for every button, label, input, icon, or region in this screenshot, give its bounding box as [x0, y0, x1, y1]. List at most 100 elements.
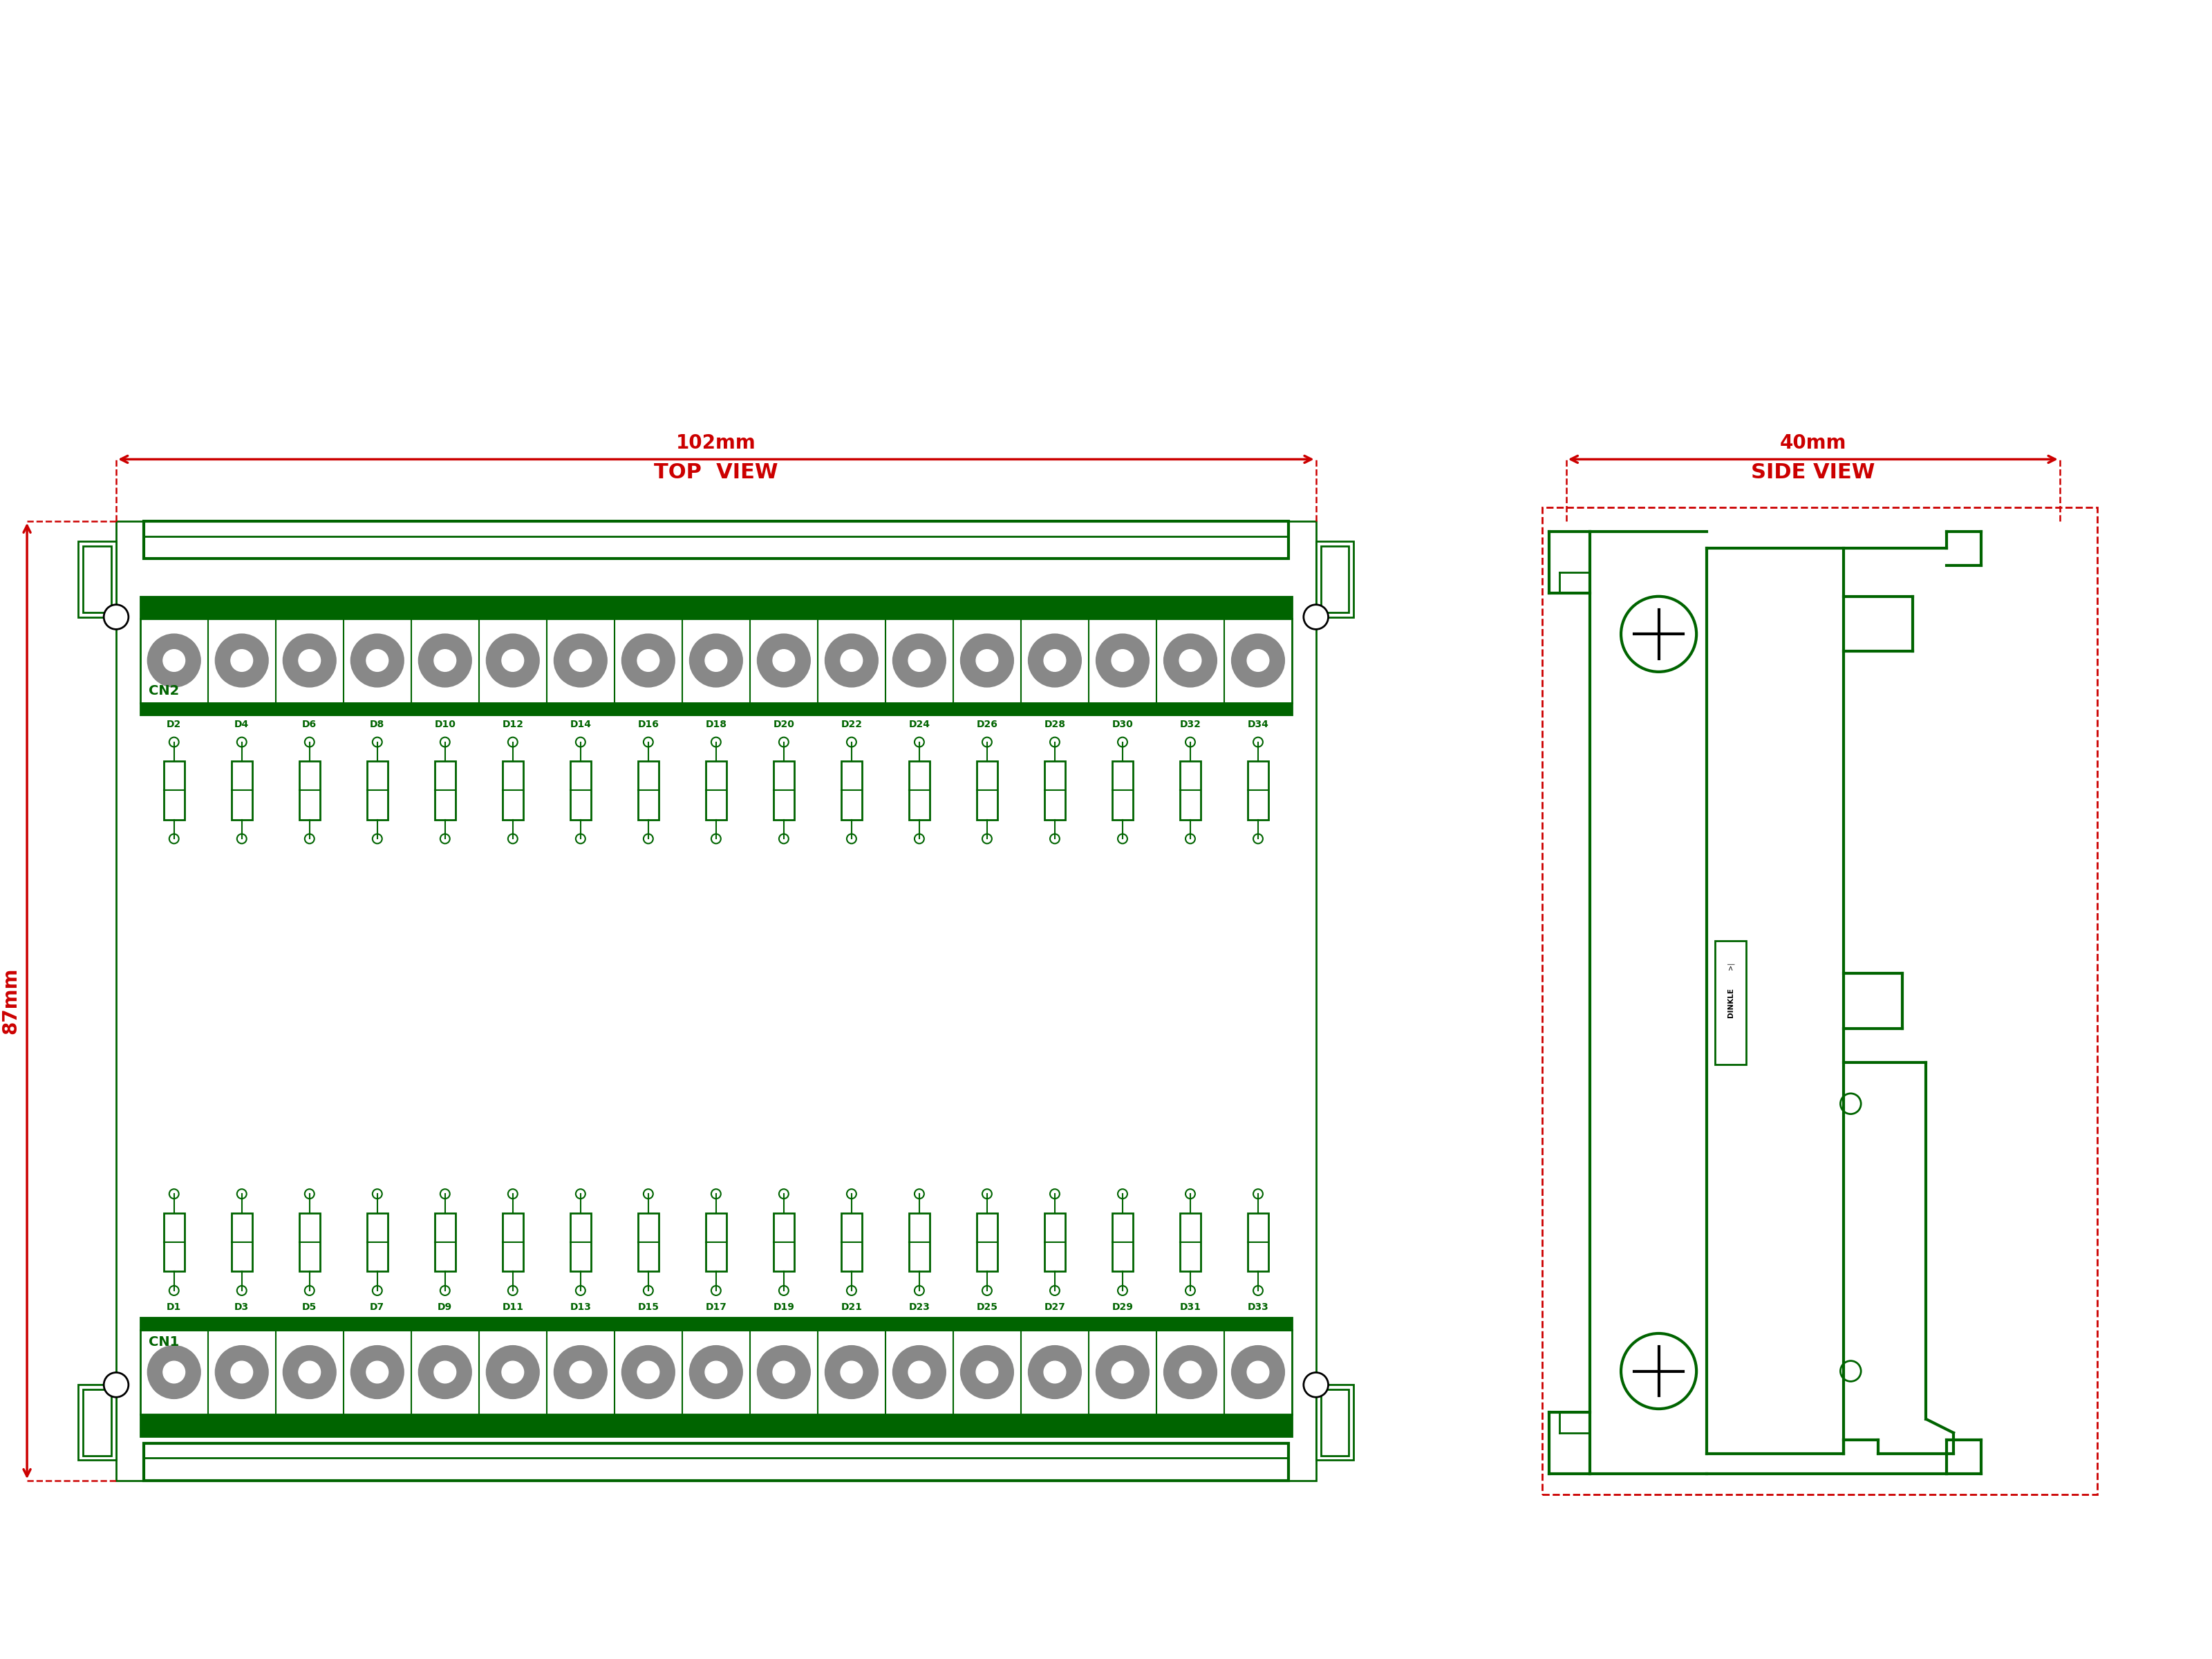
Circle shape	[148, 1345, 199, 1399]
Circle shape	[1051, 834, 1060, 843]
Circle shape	[644, 737, 653, 747]
Bar	[139, 703, 1292, 715]
Circle shape	[772, 1360, 794, 1384]
Circle shape	[440, 834, 449, 843]
Circle shape	[644, 1286, 653, 1296]
Circle shape	[283, 1345, 336, 1399]
Bar	[1714, 941, 1745, 1065]
Bar	[841, 761, 863, 820]
Circle shape	[237, 834, 246, 843]
Circle shape	[575, 1286, 586, 1296]
Circle shape	[712, 1286, 721, 1296]
Bar	[1321, 1390, 1349, 1455]
Circle shape	[1044, 1360, 1066, 1384]
Circle shape	[1113, 650, 1133, 672]
Bar	[706, 761, 726, 820]
Text: D2: D2	[166, 720, 181, 728]
Bar	[139, 1415, 1292, 1437]
Circle shape	[712, 1190, 721, 1199]
Bar	[84, 546, 111, 612]
Circle shape	[982, 1190, 991, 1199]
Text: D5: D5	[303, 1302, 316, 1312]
Circle shape	[230, 650, 252, 672]
Bar	[502, 761, 522, 820]
Text: D12: D12	[502, 720, 524, 728]
Circle shape	[909, 1360, 931, 1384]
Bar	[1044, 761, 1066, 820]
Circle shape	[217, 1345, 268, 1399]
Text: 102mm: 102mm	[677, 433, 757, 453]
Circle shape	[841, 1360, 863, 1384]
Circle shape	[825, 634, 878, 687]
Circle shape	[644, 1190, 653, 1199]
Circle shape	[982, 737, 991, 747]
Bar	[77, 541, 117, 617]
Circle shape	[164, 1360, 186, 1384]
Circle shape	[847, 737, 856, 747]
Text: D30: D30	[1113, 720, 1133, 728]
Bar	[774, 761, 794, 820]
Circle shape	[825, 1345, 878, 1399]
Circle shape	[960, 1345, 1013, 1399]
Text: D6: D6	[303, 720, 316, 728]
Circle shape	[440, 1190, 449, 1199]
Circle shape	[509, 1190, 518, 1199]
Circle shape	[1117, 1286, 1128, 1296]
Circle shape	[909, 650, 931, 672]
Circle shape	[104, 604, 128, 629]
Text: D4: D4	[234, 720, 250, 728]
Bar	[436, 1213, 456, 1271]
Bar	[571, 761, 591, 820]
Circle shape	[914, 1190, 925, 1199]
Bar	[909, 1213, 929, 1271]
Text: DINKLE: DINKLE	[1728, 987, 1734, 1017]
Circle shape	[1164, 1345, 1217, 1399]
Circle shape	[982, 1286, 991, 1296]
Circle shape	[418, 634, 471, 687]
Circle shape	[502, 1360, 524, 1384]
Circle shape	[1840, 1360, 1860, 1382]
Circle shape	[1232, 634, 1285, 687]
Circle shape	[644, 834, 653, 843]
Bar	[978, 1213, 998, 1271]
Bar	[1113, 761, 1133, 820]
Circle shape	[502, 650, 524, 672]
Bar	[1248, 1213, 1267, 1271]
Text: D28: D28	[1044, 720, 1066, 728]
Bar	[909, 761, 929, 820]
Bar	[139, 596, 1292, 619]
Bar	[1542, 508, 2097, 1495]
Circle shape	[230, 1360, 252, 1384]
Circle shape	[434, 650, 456, 672]
Bar	[232, 761, 252, 820]
Text: D10: D10	[434, 720, 456, 728]
Text: D18: D18	[706, 720, 728, 728]
Circle shape	[772, 650, 794, 672]
Circle shape	[975, 650, 998, 672]
Circle shape	[706, 1360, 728, 1384]
Circle shape	[305, 1190, 314, 1199]
Circle shape	[894, 1345, 945, 1399]
Circle shape	[759, 634, 810, 687]
Bar	[637, 761, 659, 820]
Circle shape	[847, 834, 856, 843]
Circle shape	[418, 1345, 471, 1399]
Text: D19: D19	[774, 1302, 794, 1312]
Bar	[1321, 546, 1349, 612]
Circle shape	[352, 634, 403, 687]
Circle shape	[555, 1345, 606, 1399]
Circle shape	[622, 1345, 675, 1399]
Circle shape	[299, 650, 321, 672]
Circle shape	[914, 1286, 925, 1296]
Circle shape	[690, 1345, 741, 1399]
Circle shape	[372, 834, 383, 843]
Bar	[1316, 541, 1354, 617]
Text: >|: >|	[1728, 962, 1734, 969]
Circle shape	[1117, 834, 1128, 843]
Circle shape	[1051, 1286, 1060, 1296]
Circle shape	[509, 834, 518, 843]
Bar	[164, 761, 184, 820]
Circle shape	[575, 737, 586, 747]
Circle shape	[1097, 1345, 1148, 1399]
Bar	[367, 1213, 387, 1271]
